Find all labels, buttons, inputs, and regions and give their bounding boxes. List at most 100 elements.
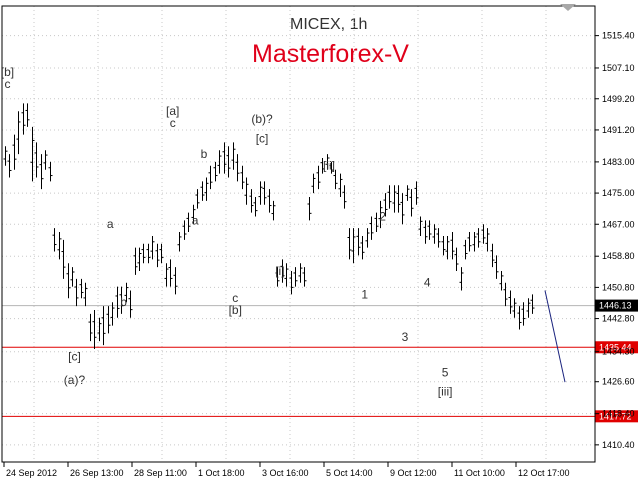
price-bar <box>423 220 428 244</box>
level-label: 1435.44 <box>599 342 632 352</box>
price-bar <box>92 310 97 349</box>
wave-label: 1 <box>361 287 368 301</box>
price-bar <box>517 306 522 330</box>
price-bars <box>3 103 535 349</box>
x-tick-label: 3 Oct 16:00 <box>262 468 309 478</box>
price-bar <box>12 134 17 170</box>
price-bar <box>124 282 129 303</box>
price-bar <box>66 263 71 299</box>
price-bar <box>409 189 414 217</box>
price-bar <box>302 267 307 287</box>
price-bar <box>450 232 455 260</box>
price-bar <box>186 212 191 233</box>
wave-label: 4 <box>424 276 431 290</box>
price-bar <box>61 239 66 279</box>
price-bar <box>392 185 397 213</box>
y-tick-label: 1426.60 <box>602 377 635 387</box>
price-bar <box>320 158 325 174</box>
chart-title: MICEX, 1h <box>290 16 368 33</box>
price-bar <box>298 263 303 283</box>
price-bar <box>133 247 138 275</box>
price-bar <box>235 154 240 182</box>
price-bar <box>476 228 481 248</box>
price-bar <box>463 239 468 260</box>
chart-subtitle: Masterforex-V <box>252 40 409 68</box>
y-tick-label: 1475.00 <box>602 188 635 198</box>
price-bar <box>168 259 173 287</box>
price-bar <box>351 228 356 264</box>
price-bar <box>445 235 450 260</box>
price-bar <box>481 224 486 244</box>
price-bar <box>101 306 106 346</box>
wave-label: [i] <box>275 264 284 278</box>
price-bar <box>191 204 196 225</box>
level-label: 1417.72 <box>599 411 632 421</box>
price-bar <box>512 298 517 318</box>
wave-label: c <box>232 291 238 305</box>
y-tick-label: 1507.10 <box>602 63 635 73</box>
price-bar <box>106 306 111 334</box>
price-bar <box>177 232 182 252</box>
price-bar <box>79 278 84 299</box>
price-bar <box>226 146 231 178</box>
price-bar <box>280 259 285 283</box>
price-bar <box>396 185 401 213</box>
y-axis: 1515.40 1507.10 1499.20 1491.20 1483.00 1475.… <box>595 31 635 450</box>
price-bar <box>271 200 276 221</box>
x-axis: 24 Sep 2012 26 Sep 13:00 28 Sep 11:00 1 Oct… <box>3 462 570 478</box>
price-bar <box>244 177 249 205</box>
wave-label: b <box>120 295 127 309</box>
price-bar <box>3 146 8 166</box>
wave-label: 3 <box>402 330 409 344</box>
price-bar <box>52 228 57 252</box>
price-bar <box>16 111 21 155</box>
price-bar <box>432 224 437 244</box>
y-tick-label: 1467.00 <box>602 219 635 229</box>
price-bar <box>383 193 388 217</box>
price-bar <box>347 228 352 260</box>
price-bar <box>258 181 263 205</box>
price-bar <box>325 154 330 170</box>
price-bar <box>467 232 472 252</box>
price-bar <box>289 271 294 295</box>
price-bar <box>441 235 446 256</box>
price-bar <box>173 267 178 295</box>
price-bar <box>43 150 48 170</box>
wave-label: 2 <box>379 209 386 223</box>
price-bar <box>146 243 151 264</box>
projection-line <box>544 290 566 383</box>
price-bar <box>503 282 508 307</box>
price-bar <box>387 185 392 209</box>
price-bar <box>7 154 12 178</box>
wave-label: [a] <box>166 104 179 118</box>
price-bar <box>30 126 35 182</box>
price-bar <box>307 196 312 221</box>
y-tick-label: 1410.40 <box>602 440 635 450</box>
price-bar <box>360 235 365 260</box>
level-tag <box>595 410 638 423</box>
price-bar <box>240 165 245 190</box>
price-bar <box>208 165 213 190</box>
price-bar <box>150 235 155 260</box>
wave-label: a <box>107 217 114 231</box>
wave-label: [b] <box>1 65 14 79</box>
price-bar <box>21 103 26 135</box>
price-bar <box>418 216 423 236</box>
price-bar <box>128 290 133 318</box>
wave-projection <box>544 290 566 383</box>
y-tick-label: 1491.20 <box>602 125 635 135</box>
price-bar <box>253 196 258 217</box>
price-bar <box>57 232 62 260</box>
y-tick-label: 1499.20 <box>602 94 635 104</box>
x-tick-label: 9 Oct 12:00 <box>390 468 437 478</box>
price-bar <box>267 189 272 213</box>
price-bar <box>155 243 160 268</box>
price-bar <box>311 173 316 194</box>
price-bar <box>369 216 374 240</box>
wave-label: a <box>192 213 199 227</box>
scroll-marker-icon[interactable] <box>560 4 576 11</box>
wave-label: [c] <box>68 350 81 364</box>
x-tick-label: 28 Sep 11:00 <box>134 468 187 478</box>
wave-label: [iii] <box>438 385 453 399</box>
